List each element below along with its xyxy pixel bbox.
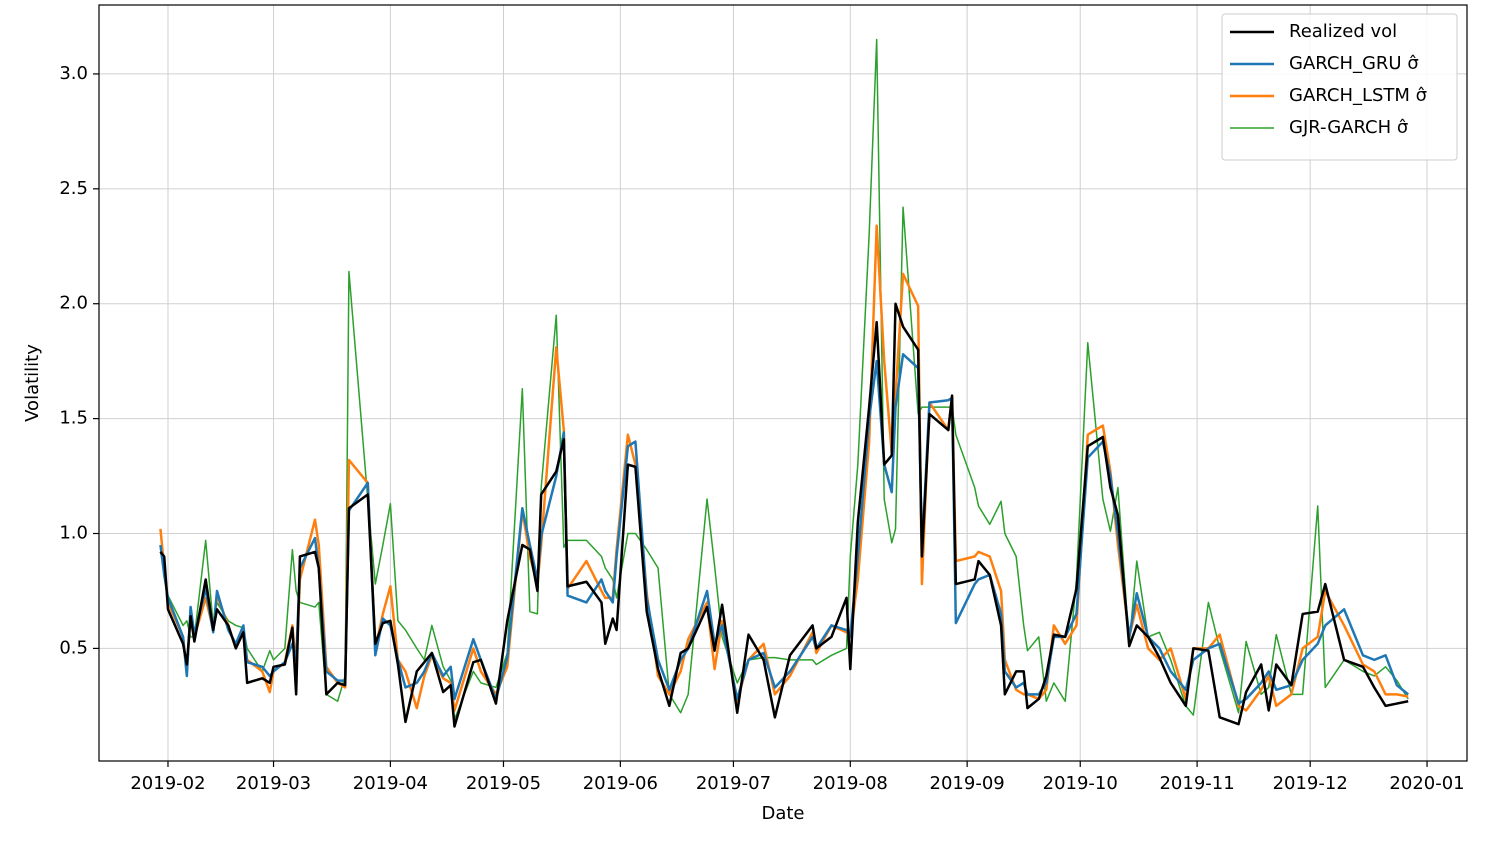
y-tick-label: 3.0: [59, 63, 88, 84]
x-tick-label: 2019-08: [813, 773, 888, 794]
grid: [99, 5, 1467, 761]
x-tick-label: 2019-02: [130, 773, 205, 794]
y-axis-label: Volatility: [22, 344, 43, 422]
series-line: [159, 224, 1409, 712]
x-tick-label: 2019-05: [466, 773, 541, 794]
x-tick-label: 2019-03: [236, 773, 311, 794]
x-tick-label: 2019-04: [353, 773, 428, 794]
y-tick-label: 0.5: [59, 637, 88, 658]
legend-label: GARCH_GRU σ̂: [1289, 53, 1419, 74]
x-tick-label: 2019-11: [1159, 773, 1234, 794]
legend-label: Realized vol: [1289, 21, 1397, 42]
y-tick-label: 2.5: [59, 178, 88, 199]
series-line: [159, 38, 1409, 721]
legend-label: GJR-GARCH σ̂: [1289, 117, 1408, 138]
legend: Realized vol GARCH_GRU σ̂ GARCH_LSTM σ̂ GJR…: [1221, 13, 1458, 161]
series-line: [159, 353, 1409, 705]
y-tick-label: 2.0: [59, 293, 88, 314]
series-line: [159, 302, 1409, 728]
legend-label: GARCH_LSTM σ̂: [1289, 85, 1427, 106]
x-tick-label: 2020-01: [1389, 773, 1464, 794]
y-tick-label: 1.0: [59, 523, 88, 544]
x-tick-label: 2019-09: [930, 773, 1005, 794]
x-tick-label: 2019-07: [696, 773, 771, 794]
legend-box: [1221, 13, 1458, 161]
y-tick-label: 1.5: [59, 408, 88, 429]
x-axis-label: Date: [761, 803, 804, 824]
x-tick-label: 2019-10: [1043, 773, 1118, 794]
x-tick-label: 2019-12: [1273, 773, 1348, 794]
x-tick-label: 2019-06: [583, 773, 658, 794]
plot-frame: [98, 4, 1468, 762]
